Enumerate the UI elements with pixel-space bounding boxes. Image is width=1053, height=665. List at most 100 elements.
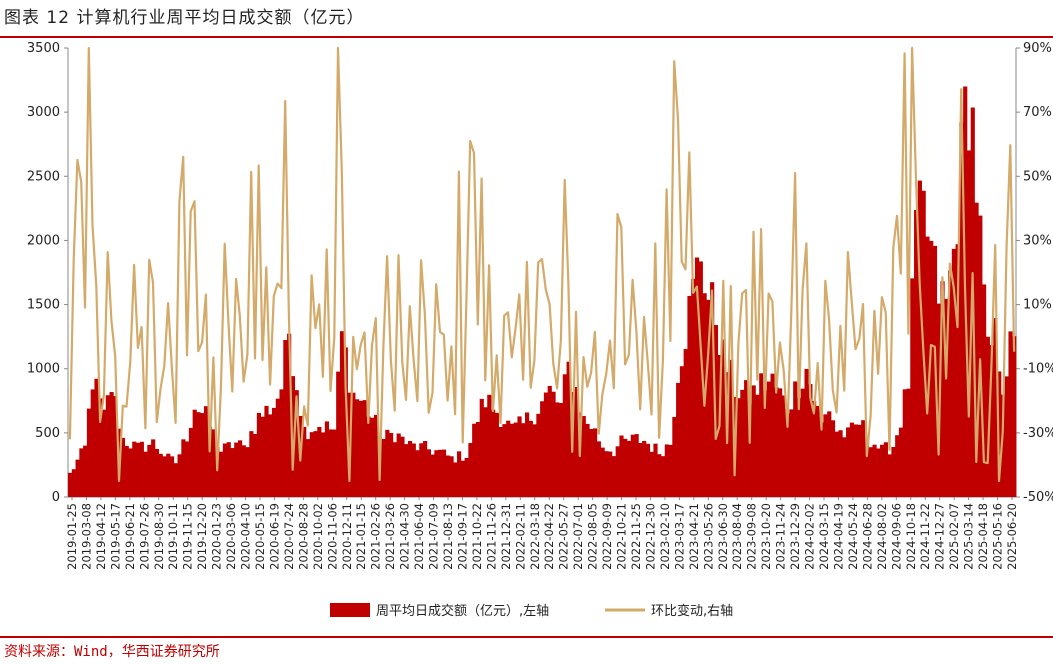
right-tick-label: 30% <box>1023 233 1052 248</box>
bar <box>974 202 979 497</box>
bar <box>626 440 632 497</box>
x-tick-label: 2024-06-28 <box>860 503 874 570</box>
bar <box>800 388 805 497</box>
bar <box>113 396 118 497</box>
bar <box>543 392 549 497</box>
bar <box>98 398 103 497</box>
x-tick-label: 2025-02-07 <box>947 503 961 570</box>
right-tick-label: -50% <box>1023 490 1053 505</box>
bar <box>124 445 129 497</box>
bar <box>517 416 522 497</box>
bar <box>120 437 126 497</box>
bar <box>1004 376 1009 497</box>
bar <box>109 392 114 497</box>
x-tick-label: 2023-09-08 <box>745 503 759 570</box>
bar <box>105 395 110 497</box>
bar <box>789 409 794 497</box>
bar <box>759 373 764 497</box>
x-tick-label: 2020-08-28 <box>296 503 310 570</box>
bar <box>868 447 873 497</box>
x-tick-label: 2020-10-02 <box>311 503 325 570</box>
bar <box>585 423 590 497</box>
bar <box>491 409 496 497</box>
bar <box>132 441 137 497</box>
bar <box>75 459 80 497</box>
bar <box>740 389 745 497</box>
x-tick-label: 2022-12-30 <box>643 503 657 570</box>
bar <box>940 281 945 497</box>
x-tick-label: 2020-04-10 <box>239 503 253 570</box>
bar <box>237 440 243 497</box>
x-tick-label: 2023-06-30 <box>716 503 730 570</box>
bar <box>558 403 564 497</box>
bar <box>630 434 635 497</box>
bar <box>951 248 956 497</box>
x-tick-label: 2024-05-24 <box>846 503 860 570</box>
bar <box>419 443 424 497</box>
bar <box>600 447 605 497</box>
bar <box>135 442 141 497</box>
bar <box>324 421 330 497</box>
x-tick-label: 2022-08-05 <box>586 503 600 570</box>
bar <box>887 454 892 497</box>
left-tick-label: 2000 <box>27 233 60 248</box>
x-tick-label: 2020-07-24 <box>282 503 296 570</box>
x-tick-label: 2020-05-15 <box>253 503 267 570</box>
bar <box>917 180 922 497</box>
x-tick-label: 2023-12-29 <box>788 503 802 570</box>
bar <box>479 398 484 497</box>
x-tick-label: 2025-04-18 <box>976 503 990 570</box>
bar <box>604 451 609 497</box>
bar <box>506 420 511 497</box>
bar <box>657 454 662 497</box>
x-tick-label: 2020-11-06 <box>325 503 339 570</box>
bar <box>302 426 307 497</box>
bar <box>755 394 760 497</box>
x-tick-label: 2025-06-20 <box>1005 503 1019 570</box>
x-tick-label: 2020-06-19 <box>267 503 281 570</box>
bar <box>498 426 503 497</box>
left-tick-label: 3500 <box>27 41 60 56</box>
bar <box>528 420 533 497</box>
bar <box>423 441 428 497</box>
bar <box>687 295 692 497</box>
bar <box>744 380 749 497</box>
bar <box>426 449 431 497</box>
bar <box>271 407 277 497</box>
bar <box>86 408 92 497</box>
bar <box>396 433 401 497</box>
bar <box>468 443 473 497</box>
x-tick-label: 2022-04-22 <box>542 503 556 570</box>
bar <box>532 424 537 497</box>
bar <box>525 412 530 497</box>
bar <box>812 400 817 497</box>
bar <box>993 318 998 497</box>
source-divider <box>0 636 1053 638</box>
bar <box>68 472 73 497</box>
bar <box>366 416 371 497</box>
bar <box>441 449 447 497</box>
bar <box>211 429 216 497</box>
bar <box>166 453 171 497</box>
bar <box>827 411 832 497</box>
bar <box>475 422 481 497</box>
bar <box>664 444 669 497</box>
bar <box>747 404 753 497</box>
x-tick-label: 2022-03-18 <box>528 503 542 570</box>
x-tick-label: 2025-05-16 <box>991 503 1005 570</box>
x-tick-label: 2023-08-04 <box>730 503 744 570</box>
bar <box>683 349 688 497</box>
bar <box>147 444 152 497</box>
bar <box>370 417 375 497</box>
bar <box>245 447 250 497</box>
bar <box>891 446 896 497</box>
x-tick-label: 2023-10-20 <box>759 503 773 570</box>
x-tick-label: 2024-12-27 <box>933 503 947 570</box>
bar <box>914 210 919 498</box>
bar <box>906 388 911 497</box>
bar <box>283 339 288 497</box>
x-tick-label: 2019-06-21 <box>123 503 137 570</box>
left-tick-label: 1500 <box>27 298 60 313</box>
bar <box>796 397 802 497</box>
bar <box>838 430 843 497</box>
